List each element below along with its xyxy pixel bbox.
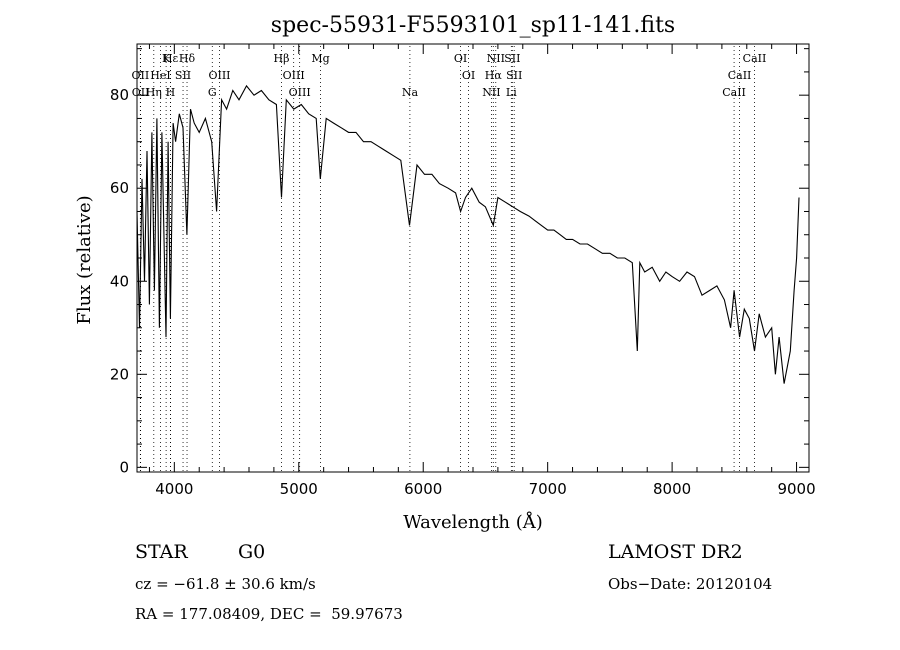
spectral-line-label: OII xyxy=(132,86,150,99)
x-tick-label: 5000 xyxy=(280,480,318,498)
redshift-velocity: cz = −61.8 ± 30.6 km/s xyxy=(135,575,316,593)
spectral-line-label: Hα xyxy=(485,69,503,82)
spectral-line-label: HeI xyxy=(150,69,170,82)
spectral-line-label: SII xyxy=(175,69,191,82)
spectral-line-label: OII xyxy=(132,69,150,82)
x-tick-label: 8000 xyxy=(653,480,691,498)
spectral-line-label: Hβ xyxy=(274,52,290,65)
survey-label: LAMOST DR2 xyxy=(608,541,743,563)
spectral-line-label: Hη xyxy=(146,86,162,99)
spectral-line-label: OIII xyxy=(283,69,305,82)
spectral-line-label: Mg xyxy=(311,52,329,65)
x-axis-label: Wavelength (Å) xyxy=(403,511,543,533)
y-axis-label: Flux (relative) xyxy=(74,195,95,324)
spectral-line-label: Na xyxy=(402,86,419,99)
spectral-line-label: NII xyxy=(482,86,500,99)
spectrum-series xyxy=(136,84,800,384)
y-tick-label: 80 xyxy=(110,86,129,104)
object-subclass: G0 xyxy=(238,541,266,563)
x-tick-label: 9000 xyxy=(777,480,815,498)
object-class: STAR xyxy=(135,541,188,563)
x-tick-label: 7000 xyxy=(529,480,567,498)
spectral-line-label: NII xyxy=(487,52,505,65)
y-tick-label: 60 xyxy=(110,179,129,197)
y-tick-label: 20 xyxy=(110,365,129,383)
spectral-line-label: H xyxy=(166,86,176,99)
plot-frame xyxy=(136,43,810,473)
chart-title: spec-55931-F5593101_sp11-141.fits xyxy=(271,13,675,38)
spectral-line-label: SII xyxy=(506,69,522,82)
spectral-line-label: CaII xyxy=(722,86,746,99)
y-axis-ticks: 0 20 40 60 80 xyxy=(110,48,809,476)
x-tick-label: 6000 xyxy=(404,480,442,498)
x-tick-label: 4000 xyxy=(155,480,193,498)
spectral-line-label: Li xyxy=(506,86,517,99)
x-axis-ticks: 4000 5000 6000 7000 8000 9000 xyxy=(148,44,816,498)
spectral-line-label: K xyxy=(162,52,171,65)
spectral-line-label: G xyxy=(208,86,217,99)
spectral-line-label: Hδ xyxy=(179,52,196,65)
spectral-line-label: OIII xyxy=(289,86,311,99)
y-tick-label: 0 xyxy=(119,458,129,476)
spectral-line-label: OI xyxy=(462,69,475,82)
y-tick-label: 40 xyxy=(110,272,129,290)
spectral-line-label: SII xyxy=(504,52,520,65)
sky-coordinates: RA = 177.08409, DEC = 59.97673 xyxy=(135,605,403,623)
spectral-line-label: CaII xyxy=(743,52,767,65)
spectral-line-label: CaII xyxy=(728,69,752,82)
observation-date: Obs−Date: 20120104 xyxy=(608,575,773,593)
spectral-line-label: OI xyxy=(454,52,467,65)
spectral-line-label: OIII xyxy=(208,69,230,82)
spectrum-line xyxy=(136,84,800,384)
